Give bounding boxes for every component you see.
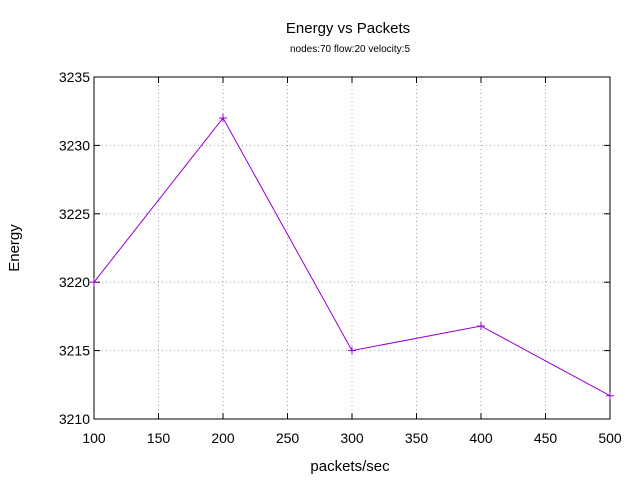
axis-ticks: 3210 3215 3220 3225 3230 3235 100 150 200 250 300 3…	[59, 69, 622, 446]
series	[90, 114, 614, 400]
data-point-marker	[477, 321, 485, 330]
y-tick-label: 3220	[59, 274, 90, 290]
data-point-marker	[348, 346, 356, 355]
x-tick-label: 450	[534, 430, 558, 446]
x-tick-label: 300	[340, 430, 364, 446]
x-tick-label: 200	[211, 430, 235, 446]
y-tick-label: 3230	[59, 137, 90, 153]
x-tick-label: 500	[598, 430, 622, 446]
y-axis-label: Energy	[6, 224, 23, 272]
x-tick-label: 150	[147, 430, 171, 446]
y-tick-label: 3215	[59, 343, 90, 359]
y-tick-label: 3210	[59, 411, 90, 427]
y-tick-label: 3225	[59, 206, 90, 222]
chart-title: Energy vs Packets	[286, 20, 410, 37]
grid	[94, 77, 610, 419]
x-tick-label: 350	[405, 430, 429, 446]
x-tick-label: 250	[276, 430, 300, 446]
plot-frame	[93, 76, 611, 420]
data-point-marker	[219, 114, 227, 123]
data-point-marker	[606, 391, 614, 400]
chart-subtitle: nodes:70 flow:20 velocity:5	[290, 44, 411, 55]
x-axis-label: packets/sec	[310, 458, 390, 475]
data-point-marker	[90, 278, 98, 287]
x-tick-label: 100	[82, 430, 106, 446]
y-tick-label: 3235	[59, 69, 90, 85]
x-tick-label: 400	[469, 430, 493, 446]
